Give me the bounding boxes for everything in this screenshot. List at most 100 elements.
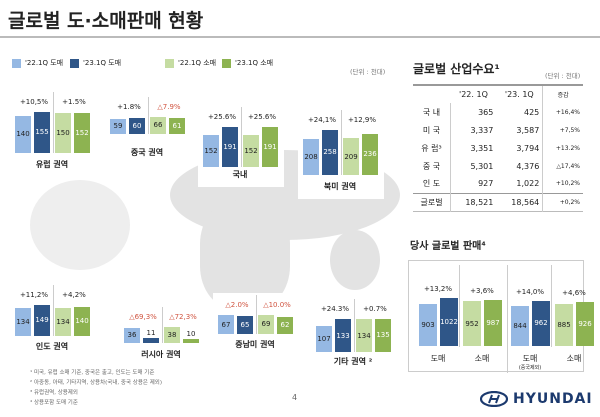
- table-header: '23. 1Q: [504, 90, 534, 99]
- bar: 10: [183, 330, 199, 343]
- bar-value: 209: [344, 152, 358, 161]
- table-cell: +13.2%: [542, 139, 583, 157]
- sales-bar-value: 885: [557, 321, 571, 330]
- bar-value: 152: [244, 147, 258, 156]
- table-row: 국 내 365 425 +16,4%: [413, 103, 583, 121]
- bar-value: 38: [167, 331, 177, 339]
- table-cell: 3,587: [516, 125, 540, 135]
- bar: 11: [143, 329, 159, 343]
- bar-value: 61: [172, 122, 182, 131]
- region-divider: [162, 307, 163, 343]
- sales-label: 도매: [430, 354, 446, 363]
- sales-bar-value: 962: [534, 319, 548, 328]
- bar: 152: [203, 135, 219, 167]
- footnote: ¹ 미국, 유럽 소매 기준, 중국은 출고, 인도는 도매 기준: [30, 370, 155, 376]
- bar: 133: [335, 319, 351, 352]
- table-cell: 3,794: [516, 143, 540, 153]
- hyundai-emblem-icon: [480, 391, 508, 407]
- page-title: 글로벌 도·소매판매 현황: [8, 10, 204, 32]
- sales-bar-value: 1022: [440, 317, 458, 326]
- table-cell: 18,564: [511, 197, 540, 207]
- region-divider: [256, 294, 257, 334]
- bar: 191: [222, 126, 238, 167]
- bar-value: 134: [357, 331, 371, 340]
- table-cell: 4,376: [516, 161, 540, 171]
- bar-value: 152: [204, 147, 218, 156]
- bar: 67: [218, 315, 234, 334]
- sales-bar: 987: [484, 299, 502, 346]
- change-label: +25.6%: [207, 112, 237, 121]
- table-cell: 글로벌: [413, 193, 452, 211]
- bar-value: 107: [317, 334, 331, 343]
- region-label: 유럽 권역: [35, 160, 69, 169]
- sales-bar: 926: [576, 302, 594, 346]
- bar: 152: [243, 135, 259, 167]
- demand-title: 글로벌 산업수요¹: [413, 62, 500, 76]
- bar-value: 59: [113, 122, 123, 131]
- bar-value: 65: [240, 320, 250, 329]
- bar-value: 133: [336, 331, 350, 340]
- bar-value: 66: [153, 121, 163, 130]
- legend-item: '23.1Q 도매: [70, 58, 121, 68]
- table-cell: +10,2%: [542, 175, 583, 193]
- bar-value: 258: [323, 148, 337, 157]
- bar: 155: [34, 111, 50, 153]
- region-divider: [354, 298, 355, 352]
- bar: 36: [124, 327, 140, 343]
- legend-label: '23.1Q 소매: [235, 59, 274, 67]
- region-divider: [53, 284, 54, 336]
- bar: 62: [277, 316, 293, 334]
- table-row: 미 국 3,337 3,587 +7,5%: [413, 121, 583, 139]
- legend-item: '23.1Q 소매: [222, 58, 273, 68]
- brand-wordmark: HYUNDAI: [513, 391, 593, 407]
- change-label: +12,9%: [347, 115, 377, 124]
- table-cell: +16,4%: [542, 103, 583, 121]
- legend-label: '22.1Q 소매: [178, 59, 217, 67]
- change-label: +0.7%: [363, 304, 387, 313]
- table-cell: 5,301: [470, 161, 494, 171]
- change-label: △2.0%: [225, 300, 249, 309]
- title-divider: [0, 36, 600, 38]
- bar-value: 10: [186, 329, 196, 338]
- bar: 191: [262, 126, 278, 167]
- sales-divider-major: [507, 265, 508, 373]
- bar-value: 60: [132, 122, 142, 131]
- region-label: 러시아 권역: [141, 350, 181, 359]
- sales-change: +4,6%: [562, 289, 586, 298]
- table-cell: 1,022: [516, 179, 540, 189]
- change-label: +24.3%: [320, 304, 350, 313]
- bar-value: 152: [75, 128, 89, 137]
- sales-bar: 962: [532, 300, 550, 346]
- legend-swatch: [222, 58, 231, 68]
- bar-value: 67: [221, 320, 231, 329]
- table-cell: +7,5%: [542, 121, 583, 139]
- bar: 236: [362, 133, 378, 175]
- sales-change: +13,2%: [423, 284, 453, 293]
- change-label: △7.9%: [157, 102, 181, 111]
- change-label: △72,3%: [169, 313, 197, 322]
- bar: 149: [34, 304, 50, 336]
- sales-label: 도매: [522, 354, 538, 363]
- bar: 38: [164, 327, 180, 343]
- sales-bar: 1022: [440, 297, 458, 346]
- footnote: ³ 유럽권역, 상용제외: [30, 390, 78, 396]
- bar: 61: [169, 118, 185, 134]
- sales-bar-value: 926: [578, 320, 592, 329]
- bar-value: 208: [304, 152, 318, 161]
- bar: 140: [15, 115, 31, 153]
- bar-value: 134: [56, 317, 70, 326]
- region-label: 북미 권역: [323, 182, 357, 191]
- sales-change: +14,0%: [515, 287, 545, 296]
- sales-bar-value: 952: [465, 319, 479, 328]
- footnote: ⁴ 상용포함 도매 기준: [30, 400, 78, 406]
- sales-bar: 844: [511, 306, 529, 346]
- page-number: 4: [292, 393, 298, 402]
- unit-label: (단위 : 천대): [350, 68, 386, 76]
- table-header: [413, 85, 451, 103]
- bar: 69: [258, 314, 274, 334]
- bar: 152: [74, 112, 90, 153]
- table-cell: 18,521: [465, 197, 494, 207]
- change-label: +11,2%: [19, 290, 49, 299]
- table-header: 증감: [542, 85, 583, 103]
- bar: 150: [55, 113, 71, 153]
